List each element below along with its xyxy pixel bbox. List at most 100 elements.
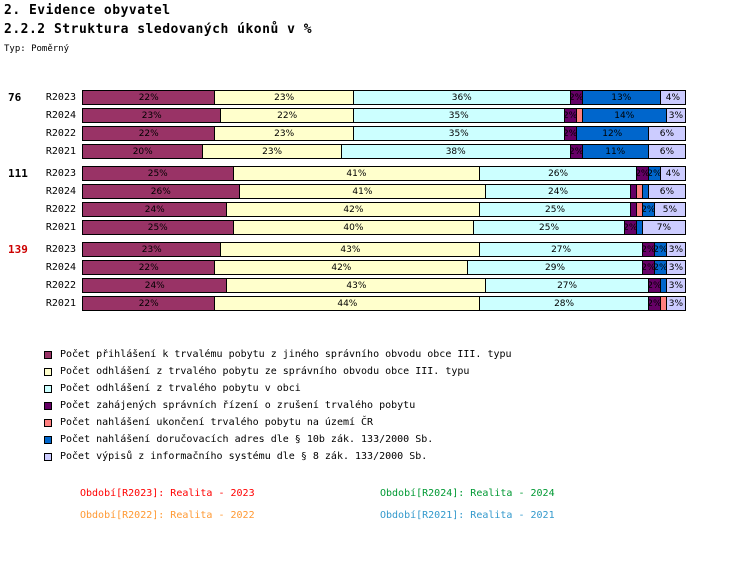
bar-segment: 4% — [660, 91, 685, 104]
bar-segment: 2% — [642, 203, 655, 216]
period-label: Období[R2024]: Realita - 2024 — [380, 488, 555, 499]
group-label: 139 — [8, 243, 28, 256]
segment-value-label: 2% — [643, 204, 655, 215]
segment-value-label: 3% — [668, 280, 684, 291]
page-title: 2. Evidence obyvatel — [4, 3, 171, 18]
segment-value-label: 43% — [340, 244, 361, 255]
segment-value-label: 44% — [337, 298, 358, 309]
bar-segment: 3% — [666, 261, 685, 274]
segment-value-label: 2% — [565, 110, 577, 121]
segment-value-label: 22% — [138, 128, 159, 139]
row-label: R2023 — [45, 92, 76, 103]
bar-segment — [660, 279, 667, 292]
segment-value-label: 3% — [668, 244, 684, 255]
segment-value-label: 2% — [643, 244, 655, 255]
legend-swatch — [44, 384, 52, 393]
bar-segment: 23% — [203, 145, 342, 158]
legend-item: Počet nahlášení ukončení trvalého pobytu… — [44, 414, 512, 431]
bar-row: R2024 26% 41% 24% 6% — [6, 184, 686, 199]
segment-value-label: 23% — [274, 128, 295, 139]
bar-segment: 2% — [648, 167, 661, 180]
segment-value-label: 42% — [343, 204, 364, 215]
legend-item: Počet přihlášení k trvalému pobytu z jin… — [44, 346, 512, 363]
segment-value-label: 22% — [138, 298, 159, 309]
segment-value-label: 28% — [554, 298, 575, 309]
segment-value-label: 2% — [643, 262, 655, 273]
bar-segment: 23% — [215, 127, 354, 140]
segment-value-label: 2% — [625, 222, 637, 233]
legend-item: Počet zahájených správních řízení o zruš… — [44, 397, 512, 414]
bar-segment: 2% — [648, 297, 661, 310]
bar-segment: 41% — [233, 167, 481, 180]
chart-title: 2.2.2 Struktura sledovaných úkonů v % — [4, 22, 313, 37]
bar-segment: 2% — [654, 243, 667, 256]
segment-value-label: 4% — [665, 92, 681, 103]
stacked-bar: 22% 23% 35% 2% 12% 6% — [82, 126, 686, 141]
bar-segment: 22% — [83, 127, 216, 140]
bar-segment: 25% — [83, 167, 234, 180]
row-label: R2022 — [45, 204, 76, 215]
bar-segment: 23% — [83, 109, 222, 122]
row-label: R2024 — [45, 186, 76, 197]
stacked-bar: 22%42%29%2%2%3% — [82, 260, 686, 275]
bar-segment: 24% — [83, 279, 228, 292]
segment-value-label: 2% — [571, 92, 583, 103]
segment-value-label: 40% — [343, 222, 364, 233]
segment-value-label: 24% — [144, 204, 165, 215]
stacked-bar: 22% 23% 36% 2% 13% 4% — [82, 90, 686, 105]
row-label: R2022 — [45, 128, 76, 139]
bar-segment: 27% — [480, 243, 643, 256]
segment-value-label: 23% — [141, 244, 162, 255]
period-label: Období[R2023]: Realita - 2023 — [80, 488, 255, 499]
bar-segment: 35% — [353, 109, 565, 122]
bar-segment: 40% — [233, 221, 475, 234]
segment-value-label: 2% — [649, 298, 661, 309]
legend-swatch — [44, 350, 52, 359]
bar-row: R2022 24% 42% 25% 2% 5% — [6, 202, 686, 217]
segment-value-label: 6% — [659, 146, 675, 157]
stacked-bar: 26% 41% 24% 6% — [82, 184, 686, 199]
segment-value-label: 11% — [605, 146, 626, 157]
bar-segment: 41% — [239, 185, 487, 198]
segment-value-label: 6% — [659, 186, 675, 197]
segment-value-label: 22% — [138, 262, 159, 273]
bar-segment: 38% — [341, 145, 571, 158]
legend-swatch — [44, 367, 52, 376]
bar-segment: 42% — [215, 261, 469, 274]
bar-segment: 28% — [480, 297, 649, 310]
report-header: 2. Evidence obyvatel 2.2.2 Struktura sle… — [4, 3, 312, 54]
segment-value-label: 3% — [668, 298, 684, 309]
bar-segment: 6% — [648, 145, 685, 158]
segment-value-label: 43% — [346, 280, 367, 291]
segment-value-label: 7% — [656, 222, 672, 233]
legend-item: Počet výpisů z informačního systému dle … — [44, 448, 512, 465]
bar-segment: 26% — [83, 185, 240, 198]
stacked-bar: 20% 23% 38% 2% 11% 6% — [82, 144, 686, 159]
bar-segment: 29% — [468, 261, 643, 274]
bar-segment: 6% — [648, 127, 685, 140]
stacked-bar: 23%43%27%2%2%3% — [82, 242, 686, 257]
bar-segment: 2% — [648, 279, 661, 292]
bar-segment: 22% — [221, 109, 354, 122]
segment-value-label: 5% — [662, 204, 678, 215]
bar-segment: 7% — [642, 221, 685, 234]
segment-value-label: 27% — [551, 244, 572, 255]
chart-legend: Počet přihlášení k trvalému pobytu z jin… — [44, 346, 512, 465]
legend-swatch — [44, 435, 52, 444]
segment-value-label: 25% — [545, 204, 566, 215]
bar-segment: 42% — [227, 203, 481, 216]
segment-value-label: 2% — [649, 280, 661, 291]
bar-segment: 13% — [582, 91, 661, 104]
bar-segment: 2% — [642, 243, 655, 256]
bar-segment: 6% — [648, 185, 685, 198]
segment-value-label: 26% — [150, 186, 171, 197]
legend-swatch — [44, 401, 52, 410]
segment-value-label: 25% — [539, 222, 560, 233]
segment-value-label: 38% — [445, 146, 466, 157]
segment-value-label: 22% — [277, 110, 298, 121]
bar-segment — [636, 203, 643, 216]
segment-value-label: 3% — [668, 110, 684, 121]
bar-segment: 4% — [660, 167, 685, 180]
bar-segment: 3% — [666, 297, 685, 310]
